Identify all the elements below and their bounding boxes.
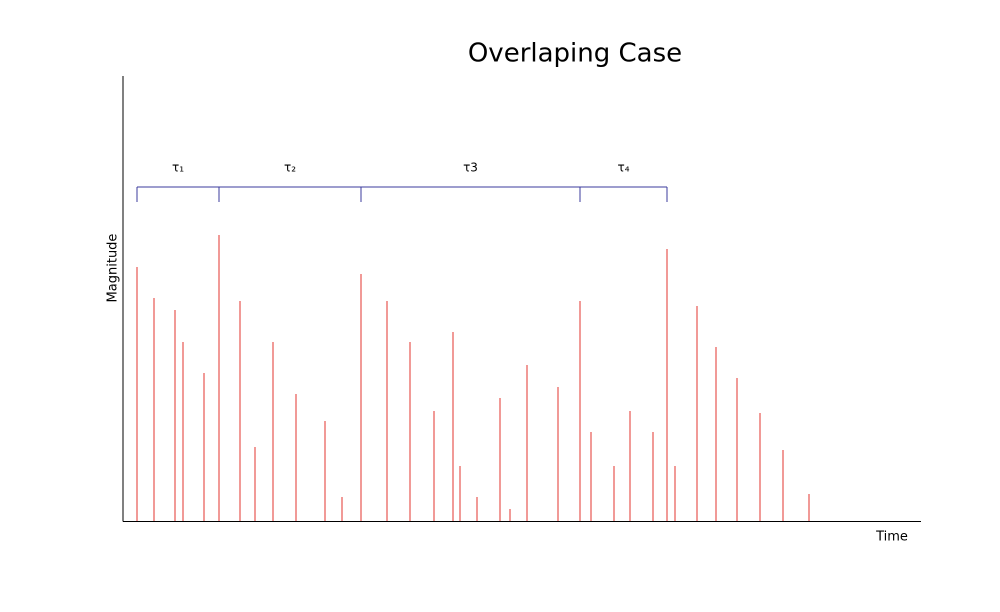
chart-title: Overlaping Case	[468, 39, 682, 69]
bracket-label: τ₄	[617, 161, 629, 175]
bracket-label: τ₂	[284, 161, 296, 175]
y-axis-label: Magnitude	[106, 234, 121, 303]
bracket-label: τ₁	[172, 161, 184, 175]
x-axis-label: Time	[875, 530, 908, 545]
bracket-label: τ3	[463, 161, 478, 175]
